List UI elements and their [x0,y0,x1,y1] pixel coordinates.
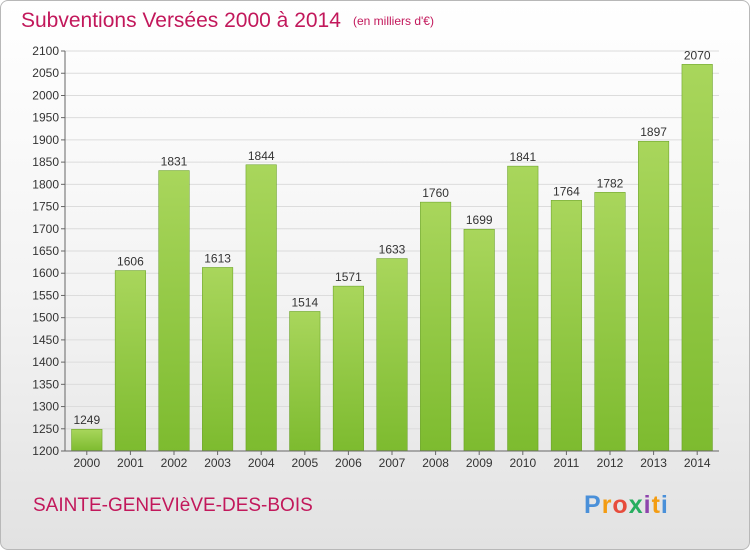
bar-2009 [463,228,495,452]
data-label: 1844 [248,149,275,163]
data-label: 1897 [640,125,667,139]
bar-2014 [681,64,713,452]
y-tick-label: 1200 [32,444,59,458]
y-tick-label: 1650 [32,244,59,258]
bar-2008 [420,201,452,452]
y-tick-label: 1400 [32,355,59,369]
y-tick-label: 2000 [32,88,59,102]
y-tick-label: 1500 [32,311,59,325]
x-tick-label: 2008 [422,456,449,470]
x-tick-label: 2007 [379,456,406,470]
data-label: 1831 [161,155,188,169]
logo-letter: i [660,491,669,519]
axes: 1200 1250 1300 1350 1400 1450 1500 1550 1600 1650… [32,44,719,470]
y-tick-label: 1900 [32,133,59,147]
bar-2002 [158,170,190,452]
x-tick-label: 2006 [335,456,362,470]
data-label: 1514 [291,295,318,309]
data-label: 1764 [553,184,580,198]
chart-subtitle: (en milliers d'€) [353,14,434,28]
bar-2012 [594,192,626,452]
bar-2007 [376,258,408,452]
logo-letter: x [628,491,644,519]
bar-2003 [202,267,234,452]
data-label: 1633 [379,243,406,257]
y-tick-label: 1600 [32,266,59,280]
data-label: 1613 [204,251,231,265]
y-tick-label: 1850 [32,155,59,169]
logo-letter: r [601,491,613,519]
logo-letter: i [643,491,652,519]
bars: 1249 1606 1831 1613 1844 1514 1571 1633 1760 1699… [71,48,713,452]
data-label: 2070 [684,48,711,62]
x-tick-label: 2001 [117,456,144,470]
y-tick-label: 1750 [32,200,59,214]
y-tick-label: 1800 [32,177,59,191]
bar-2000 [71,428,103,452]
data-label: 1606 [117,255,144,269]
data-label: 1571 [335,270,362,284]
x-tick-label: 2014 [684,456,711,470]
data-label: 1760 [422,186,449,200]
logo-letter: t [651,491,661,519]
bar-2004 [245,164,277,452]
bar-2013 [638,140,670,452]
x-tick-label: 2000 [73,456,100,470]
bar-2005 [289,311,321,452]
y-tick-label: 1700 [32,222,59,236]
place-name: SAINTE-GENEVIèVE-DES-BOIS [33,495,313,516]
bar-2006 [332,285,364,452]
chart-title: Subventions Versées 2000 à 2014 [21,9,341,32]
x-tick-label: 2004 [248,456,275,470]
x-tick-label: 2009 [466,456,493,470]
y-tick-label: 1250 [32,422,59,436]
data-label: 1841 [509,150,536,164]
y-tick-label: 2050 [32,66,59,80]
data-label: 1699 [466,213,493,227]
y-tick-label: 1300 [32,400,59,414]
x-tick-label: 2013 [640,456,667,470]
y-tick-label: 2100 [32,44,59,58]
logo-letter: o [612,491,629,519]
data-label: 1782 [597,176,624,190]
y-tick-label: 1450 [32,333,59,347]
x-tick-label: 2011 [553,456,579,470]
x-tick-label: 2002 [161,456,188,470]
logo-letter: P [584,491,602,519]
bar-2001 [114,270,146,452]
y-tick-label: 1350 [32,377,59,391]
y-tick-label: 1950 [32,111,59,125]
data-label: 1249 [73,413,100,427]
x-tick-label: 2003 [204,456,231,470]
bar-2010 [507,165,539,452]
proxiti-logo: Proxiti [584,491,669,520]
x-tick-label: 2005 [291,456,318,470]
bar-2011 [550,200,582,452]
y-tick-label: 1550 [32,288,59,302]
x-tick-label: 2012 [597,456,624,470]
x-tick-label: 2010 [509,456,536,470]
